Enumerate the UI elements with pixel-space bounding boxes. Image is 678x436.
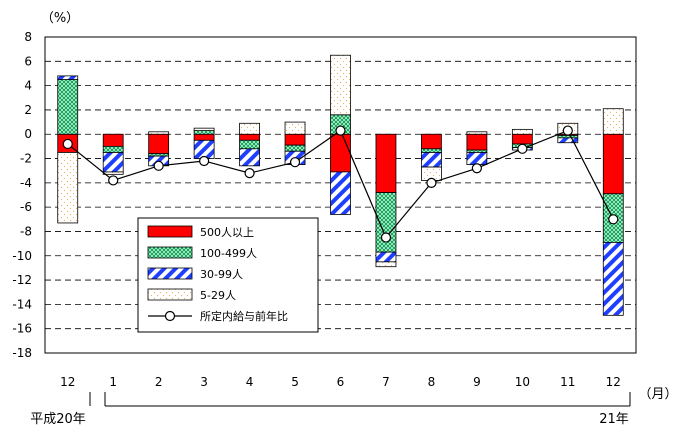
bar-segment [421, 152, 442, 168]
legend-label-100: 100-499人 [200, 247, 257, 260]
line-point [62, 138, 73, 150]
y-tick-label: -6 [20, 200, 32, 214]
line-point [108, 175, 119, 186]
bar-segment [57, 152, 79, 224]
legend-label-30: 30-99人 [200, 268, 243, 281]
bar-segment [239, 139, 260, 150]
bar-segment [102, 171, 124, 175]
bar-segment [239, 148, 260, 167]
y-tick-label: -16 [12, 322, 32, 336]
y-tick-label: 2 [24, 103, 32, 117]
bar-segment [193, 133, 215, 141]
x-tick-label: 12 [60, 375, 75, 389]
bar-segment [284, 144, 306, 152]
line-point [608, 214, 619, 225]
bar-segment [284, 133, 306, 146]
line-point [380, 232, 392, 243]
unit-label: （%） [41, 11, 79, 26]
x-tick-label: 10 [515, 375, 530, 389]
bar-segment [466, 133, 488, 151]
line-point [517, 143, 528, 154]
bar-segment [375, 251, 397, 263]
line-point [199, 155, 210, 167]
bar-segment [557, 137, 579, 144]
x-tick-label: 12 [606, 375, 621, 389]
bar-segment [330, 133, 351, 173]
bar-segment [239, 122, 260, 135]
y-tick-label: -18 [12, 346, 32, 360]
x-tick-label: 3 [200, 375, 208, 389]
x-tick-label: 6 [337, 375, 345, 389]
x-tick-label: 2 [155, 375, 163, 389]
y-tick-label: 0 [24, 127, 32, 141]
line-point [335, 125, 346, 136]
line-point [471, 163, 482, 174]
legend-swatch-100 [147, 246, 193, 259]
x-tick-label: 5 [291, 375, 299, 389]
bar-segment [57, 75, 79, 80]
bar-segment [602, 133, 624, 195]
bar-segment [602, 108, 624, 135]
y-tick-label: -8 [20, 224, 32, 238]
legend-label-500: 500人以上 [200, 226, 254, 239]
bar-segment [102, 133, 124, 147]
bar-segment [511, 133, 533, 145]
era-label-start: 平成20年 [30, 412, 86, 427]
x-tick-label: 8 [428, 375, 436, 389]
legend-label-line: 所定内給与前年比 [200, 309, 288, 323]
legend-label-5: 5-29人 [200, 289, 236, 302]
y-tick-label: -10 [12, 249, 32, 263]
bar-segment [466, 152, 488, 166]
bar-segment [375, 133, 397, 193]
bar-segment [466, 131, 488, 135]
bar-segment [102, 152, 124, 173]
bar-segment [330, 54, 351, 116]
y-tick-label: -4 [20, 176, 32, 190]
bar-segment [148, 133, 170, 155]
y-tick-label: 6 [24, 54, 32, 68]
y-tick-label: 8 [24, 30, 32, 44]
bar-segment [193, 127, 215, 131]
bar-segment [239, 133, 260, 141]
legend-swatch-5 [147, 288, 193, 301]
bar-segment [193, 130, 215, 135]
bar-segment [148, 131, 170, 135]
era-label-end: 21年 [599, 412, 629, 427]
bar-segment [284, 121, 306, 135]
line-point [289, 157, 301, 168]
line-point [244, 168, 255, 179]
plot-frame [44, 36, 637, 354]
y-tick-label: -2 [20, 152, 32, 166]
era-bracket [89, 392, 631, 407]
bar-segment [511, 128, 533, 135]
legend-line-marker [164, 310, 176, 322]
bar-segment [421, 148, 442, 153]
bar-segment [193, 139, 215, 159]
x-tick-label: 7 [382, 375, 390, 389]
bar-segment [330, 171, 351, 215]
x-unit-label: （月） [638, 387, 677, 402]
x-tick-label: 1 [109, 375, 117, 389]
legend: 500人以上 100-499人 30-99人 5-29人 所定内給与前年比 [137, 217, 319, 333]
y-tick-label: -12 [12, 273, 32, 287]
y-tick-label: -14 [12, 297, 32, 311]
x-tick-label: 11 [560, 375, 575, 389]
bar-segment [102, 145, 124, 153]
x-tick-label: 9 [473, 375, 481, 389]
bar-segment [57, 79, 79, 135]
y-tick-label: 4 [24, 79, 32, 93]
bar-segment [421, 133, 442, 150]
bar-segment [375, 261, 397, 268]
line-point [153, 160, 164, 171]
line-point [426, 177, 437, 188]
bar-segment [602, 241, 624, 316]
x-tick-label: 4 [246, 375, 254, 389]
legend-swatch-500 [147, 225, 193, 238]
line-point [562, 125, 573, 136]
legend-swatch-30 [147, 267, 193, 280]
